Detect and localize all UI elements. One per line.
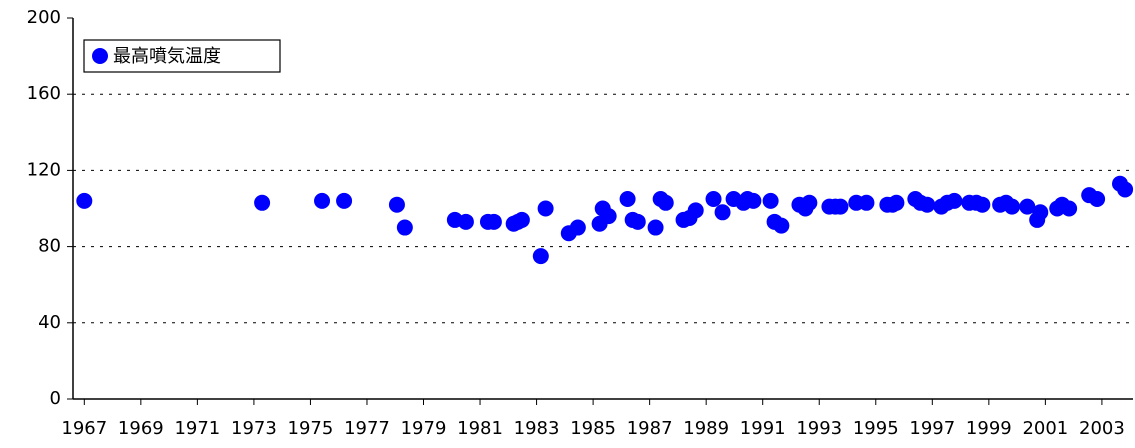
x-tick-label: 1967	[61, 418, 107, 439]
point	[1117, 181, 1134, 198]
point	[629, 213, 646, 230]
y-tick-label: 160	[27, 83, 61, 104]
point	[705, 190, 722, 207]
point	[687, 202, 704, 219]
point	[600, 208, 617, 225]
point	[76, 192, 93, 209]
point	[832, 198, 849, 215]
x-tick-label: 1971	[174, 418, 220, 439]
point	[619, 190, 636, 207]
y-tick-label: 0	[50, 388, 61, 409]
point	[1032, 204, 1049, 221]
point	[1004, 198, 1021, 215]
legend-marker	[92, 48, 108, 64]
x-tick-label: 1987	[627, 418, 673, 439]
point	[537, 200, 554, 217]
x-tick-label: 1983	[514, 418, 560, 439]
x-tick-label: 1985	[570, 418, 616, 439]
legend-box	[83, 39, 281, 73]
point	[336, 192, 353, 209]
y-tick-label: 120	[27, 159, 61, 180]
x-tick-label: 1995	[853, 418, 899, 439]
x-tick-label: 1975	[288, 418, 334, 439]
point	[745, 192, 762, 209]
x-tick-label: 1999	[966, 418, 1012, 439]
point	[1061, 200, 1078, 217]
point	[974, 196, 991, 213]
point	[657, 194, 674, 211]
point	[569, 219, 586, 236]
point	[388, 196, 405, 213]
x-tick-label: 1977	[344, 418, 390, 439]
x-tick-label: 2003	[1079, 418, 1125, 439]
point	[762, 192, 779, 209]
point	[919, 196, 936, 213]
point	[647, 219, 664, 236]
point	[714, 204, 731, 221]
point	[1019, 198, 1036, 215]
x-tick-label: 1969	[118, 418, 164, 439]
x-tick-label: 1979	[401, 418, 447, 439]
point	[1089, 190, 1106, 207]
point	[888, 194, 905, 211]
x-tick-label: 1973	[231, 418, 277, 439]
point	[946, 192, 963, 209]
point	[457, 213, 474, 230]
x-tick-label: 1997	[909, 418, 955, 439]
point	[773, 217, 790, 234]
y-tick-label: 40	[38, 312, 61, 333]
point	[801, 194, 818, 211]
x-tick-label: 2001	[1022, 418, 1068, 439]
point	[485, 213, 502, 230]
point	[513, 211, 530, 228]
point	[254, 194, 271, 211]
x-tick-label: 1993	[796, 418, 842, 439]
legend-label: 最高噴気温度	[113, 46, 221, 67]
x-tick-label: 1991	[740, 418, 786, 439]
x-tick-label: 1981	[457, 418, 503, 439]
x-tick-label: 1989	[683, 418, 729, 439]
point	[314, 192, 331, 209]
y-tick-label: 80	[38, 236, 61, 257]
point	[532, 248, 549, 265]
y-tick-label: 200	[27, 7, 61, 28]
point	[396, 219, 413, 236]
point	[858, 194, 875, 211]
